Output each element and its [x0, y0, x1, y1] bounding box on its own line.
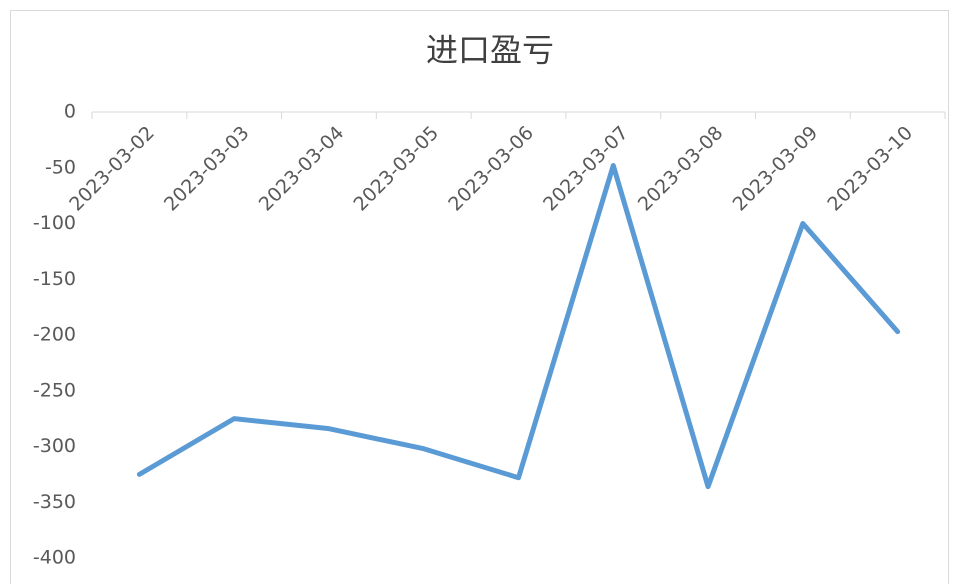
y-tick-label: -250 [33, 379, 76, 401]
y-tick-label: -200 [33, 324, 76, 346]
y-tick-label: -50 [45, 156, 76, 178]
y-tick-label: 0 [64, 101, 76, 123]
chart-frame [10, 10, 949, 584]
chart-title: 进口盈亏 [426, 31, 554, 69]
y-tick-label: -400 [33, 547, 76, 569]
y-tick-label: -300 [33, 435, 76, 457]
data-line [136, 163, 901, 490]
y-tick-label: -150 [33, 268, 76, 290]
y-tick-label: -350 [33, 491, 76, 513]
y-tick-label: -100 [33, 212, 76, 234]
